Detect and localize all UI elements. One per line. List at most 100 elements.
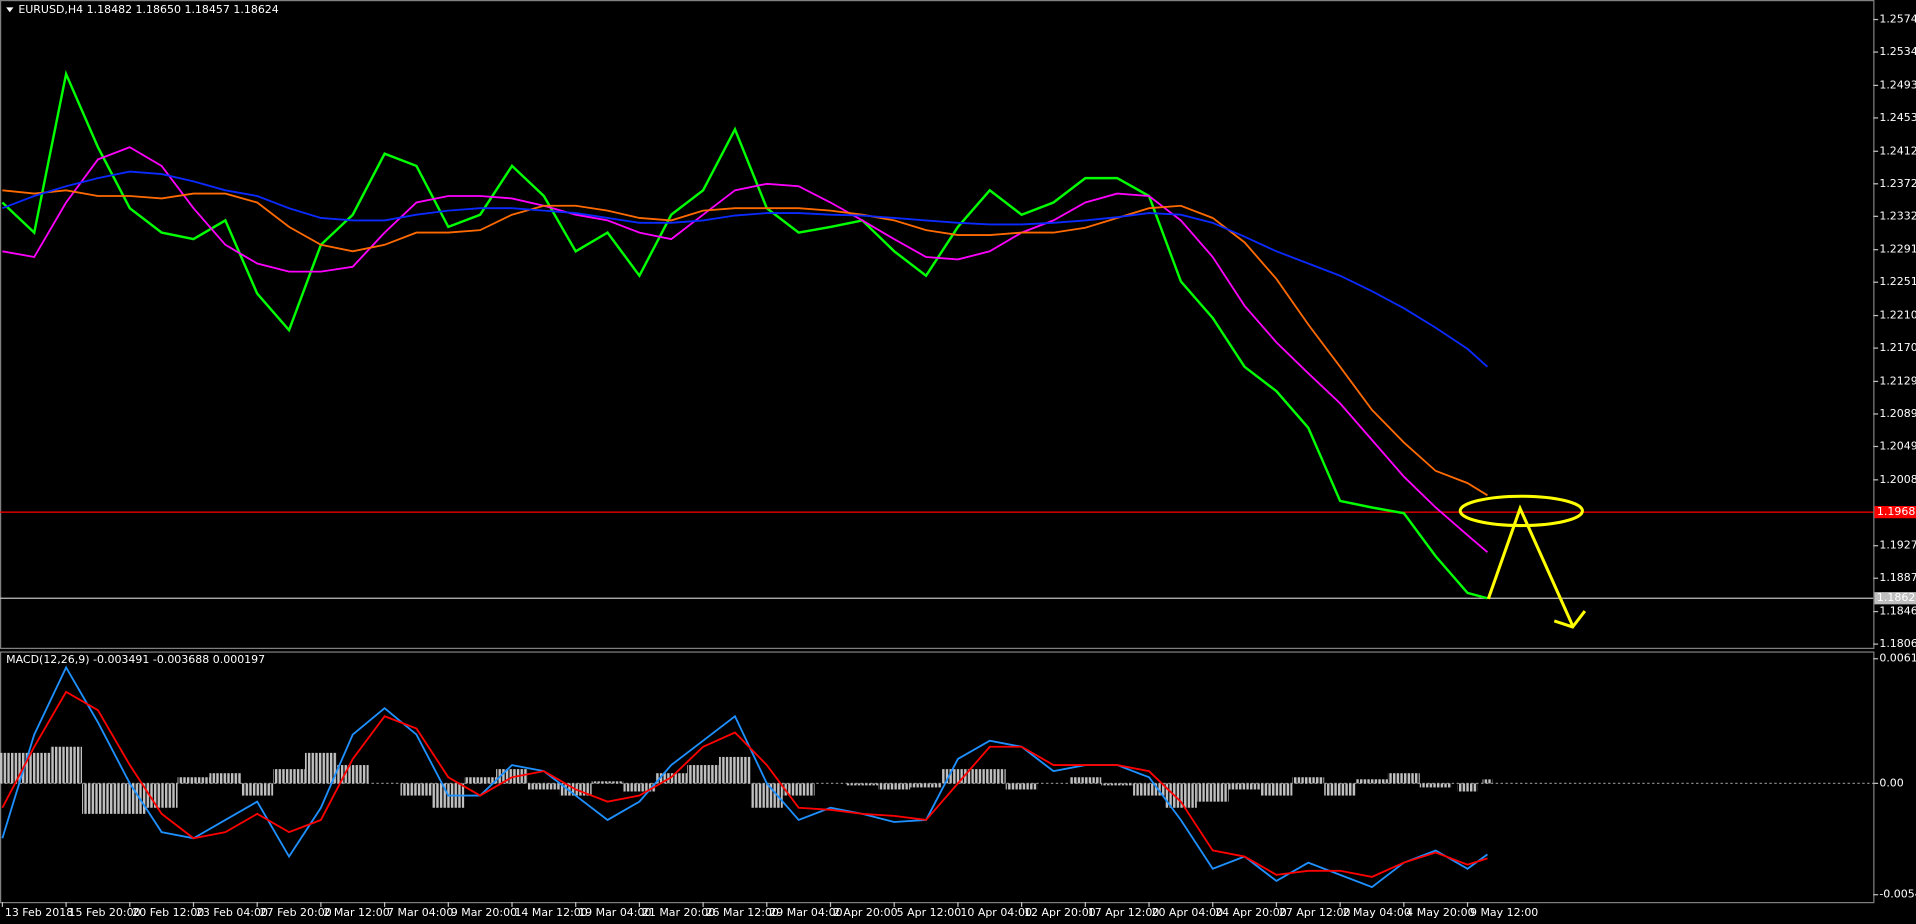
- y-tick-label: 1.24930: [1879, 78, 1916, 91]
- y-tick-label: 1.22510: [1879, 275, 1916, 288]
- annotation-ellipse: [1458, 494, 1584, 528]
- price-label-box: [1874, 592, 1916, 605]
- histogram-bar: [1164, 783, 1197, 808]
- x-tick-label: 17 Apr 12:00: [1088, 906, 1160, 919]
- y-tick-label: 1.18060: [1879, 637, 1916, 650]
- y-tick-label: 1.23720: [1879, 177, 1916, 190]
- price-label-box: [1874, 506, 1916, 519]
- x-tick-label: 13 Feb 2018: [5, 906, 73, 919]
- series-line: [2, 146, 1489, 553]
- histogram-bar: [113, 783, 146, 814]
- histogram-bar: [1387, 773, 1420, 784]
- x-tick-label: 24 Apr 20:00: [1215, 906, 1287, 919]
- histogram-bar: [1419, 783, 1452, 788]
- main-panel-frame: [0, 0, 1875, 649]
- y-tick-label: 1.23320: [1879, 209, 1916, 222]
- price-label: 1.19683: [1877, 505, 1916, 518]
- annotation-arrowhead: [1553, 610, 1587, 629]
- histogram-bar: [1292, 777, 1325, 784]
- histogram-bar: [464, 777, 497, 784]
- histogram-bar: [145, 783, 178, 808]
- histogram-bar: [719, 756, 751, 784]
- histogram-bar: [1324, 783, 1357, 796]
- histogram-bar: [973, 769, 1006, 784]
- histogram-bar: [623, 783, 656, 792]
- histogram-bar: [846, 783, 879, 786]
- y-tick-label: 1.24120: [1879, 144, 1916, 157]
- main-panel: 1.25740 1.25340 1.24930 1.24530 1.24120 1.237…: [0, 13, 1916, 650]
- histogram-bar: [273, 769, 305, 784]
- y-tick-label: 1.20080: [1879, 473, 1916, 486]
- x-tick-label: 10 Apr 04:00: [960, 906, 1032, 919]
- annotation: [1458, 494, 1587, 629]
- histogram-bar: [50, 746, 83, 784]
- histogram-bar: [209, 773, 242, 784]
- histogram-bar: [1457, 783, 1478, 792]
- y-tick-label: 0.006129: [1879, 652, 1916, 665]
- x-tick-label: 21 Mar 20:00: [642, 906, 715, 919]
- y-tick-label: 1.20490: [1879, 439, 1916, 452]
- x-tick-label: 9 Mar 20:00: [451, 906, 517, 919]
- x-tick-label: 2 Mar 12:00: [323, 906, 389, 919]
- x-tick-label: 12 Apr 20:00: [1024, 906, 1096, 919]
- histogram-bar: [878, 783, 911, 790]
- series-line: [1, 690, 1488, 878]
- y-tick-label: 0.00: [1879, 776, 1903, 789]
- y-tick-label: 1.19270: [1879, 539, 1916, 552]
- histogram-bar: [782, 783, 815, 796]
- series-line: [2, 170, 1489, 368]
- histogram-bar: [177, 777, 210, 784]
- histogram-bar: [336, 765, 369, 784]
- series-line: [1, 69, 1488, 600]
- x-tick-label: 27 Feb 20:00: [260, 906, 332, 919]
- histogram-bar: [527, 783, 560, 790]
- histogram-bar: [591, 781, 624, 784]
- price-label: 1.18624: [1877, 591, 1916, 604]
- annotation-arrow: [1486, 504, 1575, 627]
- x-tick-label: 5 Apr 12:00: [897, 906, 962, 919]
- x-tick-label: 27 Apr 12:00: [1279, 906, 1351, 919]
- x-tick-label: 7 Mar 04:00: [387, 906, 453, 919]
- y-tick-label: -0.005476: [1879, 888, 1916, 901]
- y-tick-label: 1.24530: [1879, 111, 1916, 124]
- histogram-bar: [0, 752, 19, 784]
- histogram-bar: [1228, 783, 1261, 790]
- y-tick-label: 1.21700: [1879, 341, 1916, 354]
- x-tick-label: 26 Mar 12:00: [706, 906, 779, 919]
- histogram-bar: [400, 783, 433, 796]
- y-tick-label: 1.18460: [1879, 605, 1916, 618]
- y-tick-label: 1.25740: [1879, 13, 1916, 26]
- chart-title: EURUSD,H4 1.18482 1.18650 1.18457 1.1862…: [18, 3, 278, 16]
- x-tick-label: 14 Mar 12:00: [514, 906, 587, 919]
- x-tick-label: 15 Feb 20:00: [69, 906, 141, 919]
- histogram-bar: [687, 765, 720, 784]
- histogram-bar: [304, 752, 337, 784]
- histogram-bar: [241, 783, 274, 796]
- histogram-bar: [910, 783, 942, 788]
- histogram-bar: [82, 783, 114, 814]
- y-tick-label: 1.22100: [1879, 309, 1916, 322]
- x-tick-label: 20 Apr 04:00: [1151, 906, 1223, 919]
- indicator-title: MACD(12,26,9) -0.003491 -0.003688 0.0001…: [6, 653, 265, 666]
- x-tick-label: 4 May 20:00: [1406, 906, 1474, 919]
- y-tick-label: 1.22910: [1879, 243, 1916, 256]
- y-tick-label: 1.18870: [1879, 571, 1916, 584]
- x-tick-label: 20 Feb 12:00: [132, 906, 204, 919]
- y-tick-label: 1.21290: [1879, 374, 1916, 387]
- menu-arrow[interactable]: [6, 7, 14, 13]
- x-tick-label: 29 Mar 04:00: [769, 906, 842, 919]
- x-tick-label: 19 Mar 04:00: [578, 906, 651, 919]
- x-tick-label: 2 Apr 20:00: [833, 906, 898, 919]
- macd-panel: 0.006129 0.00 -0.005476: [0, 652, 1916, 901]
- histogram-bar: [1069, 777, 1102, 784]
- y-tick-label: 1.25340: [1879, 45, 1916, 58]
- x-tick-label: 2 May 04:00: [1343, 906, 1411, 919]
- histogram-bar: [1101, 783, 1134, 786]
- x-tick-label: 9 May 12:00: [1470, 906, 1538, 919]
- series-line: [2, 189, 1488, 497]
- histogram-bar: [1260, 783, 1293, 796]
- histogram-bar: [1356, 779, 1388, 784]
- histogram-bar: [1196, 783, 1229, 802]
